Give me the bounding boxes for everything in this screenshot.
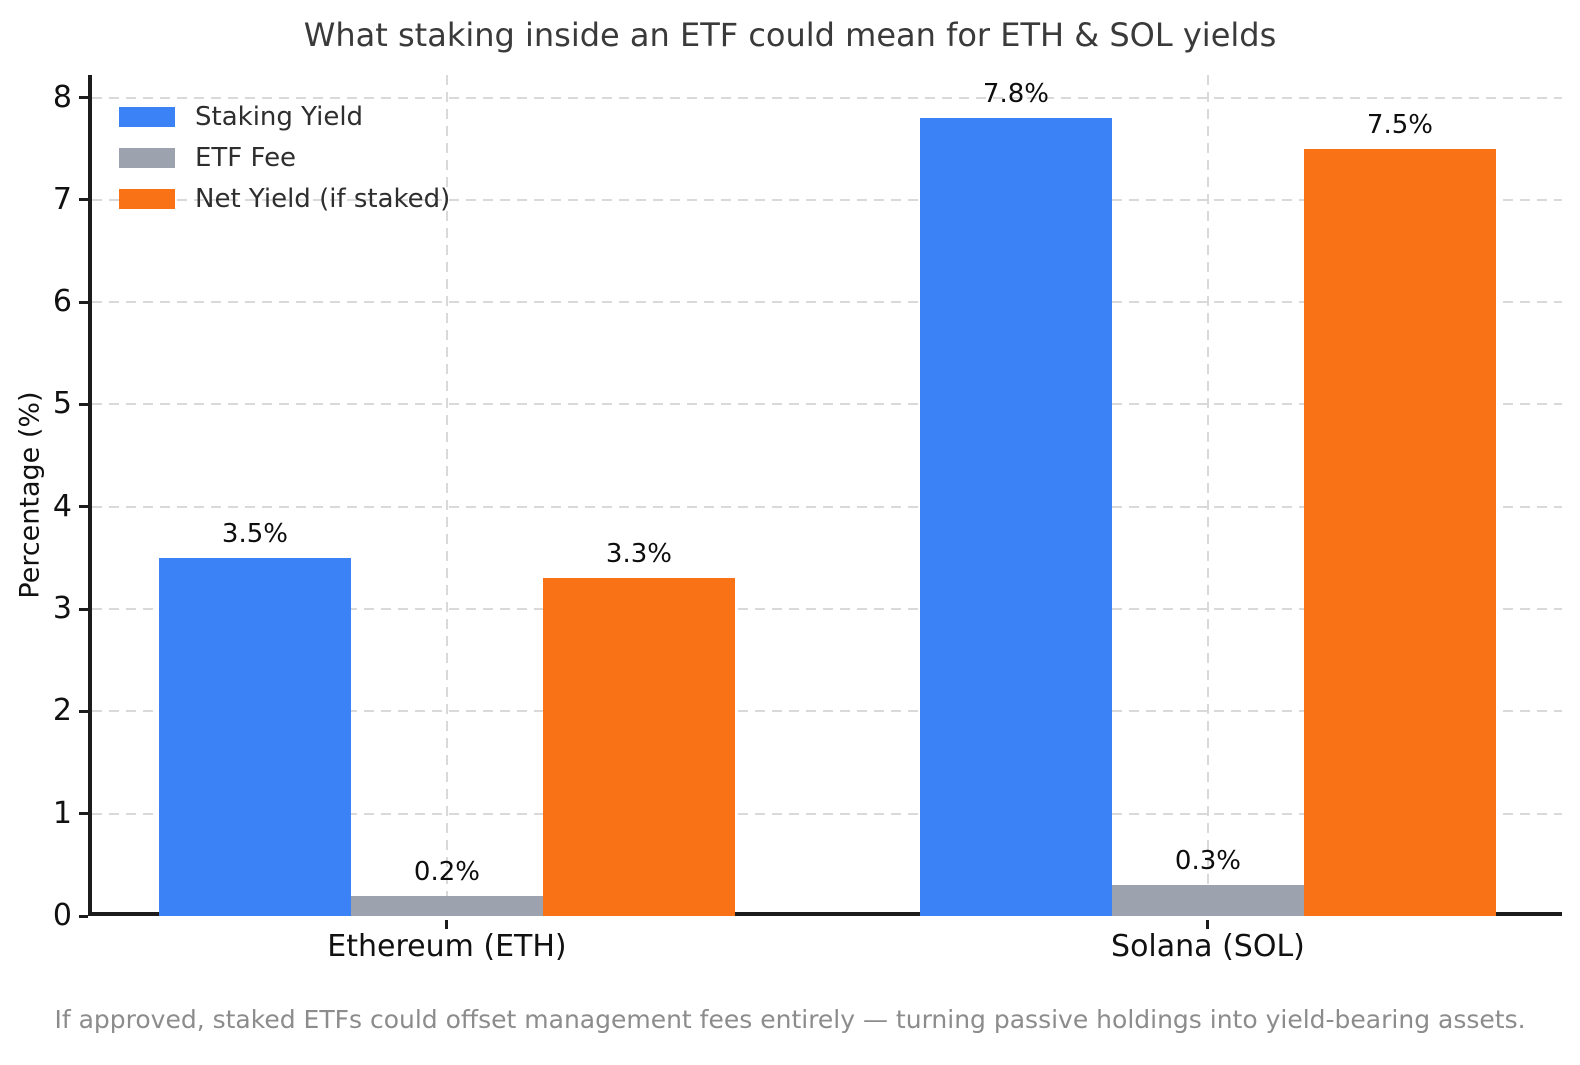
bar	[542, 578, 735, 916]
y-tick-label: 7	[52, 181, 72, 217]
y-gridline	[92, 505, 1562, 508]
legend-label: ETF Fee	[195, 143, 297, 173]
bar	[158, 557, 351, 916]
y-gridline	[92, 812, 1562, 815]
y-tick-label: 2	[52, 693, 72, 729]
x-tick-mark	[445, 920, 449, 929]
x-gridline	[1206, 75, 1209, 912]
bar-value-label: 7.8%	[982, 78, 1049, 109]
bar-value-label: 0.2%	[413, 856, 480, 887]
y-gridline	[92, 403, 1562, 406]
bar-value-label: 7.5%	[1366, 109, 1433, 140]
y-tick-mark	[79, 709, 88, 713]
legend-swatch-icon	[119, 189, 175, 209]
footnote: If approved, staked ETFs could offset ma…	[54, 1005, 1526, 1034]
y-gridline	[92, 96, 1562, 99]
y-tick-mark	[79, 914, 88, 918]
y-tick-label: 1	[52, 795, 72, 831]
legend-label: Staking Yield	[195, 102, 364, 132]
y-tick-mark	[79, 300, 88, 304]
y-tick-mark	[79, 198, 88, 202]
bar-value-label: 0.3%	[1174, 846, 1241, 877]
y-gridline	[92, 710, 1562, 713]
y-tick-label: 0	[52, 898, 72, 933]
y-tick-label: 8	[52, 79, 72, 115]
bar	[350, 895, 543, 916]
legend-item: Net Yield (if staked)	[119, 185, 539, 226]
y-tick-mark	[79, 812, 88, 816]
bar	[1303, 148, 1496, 916]
x-tick-label: Ethereum (ETH)	[327, 929, 567, 964]
bar	[919, 117, 1112, 916]
y-tick-label: 3	[52, 591, 72, 627]
y-tick-mark	[79, 402, 88, 406]
bar-value-label: 3.5%	[221, 518, 288, 549]
y-tick-label: 6	[52, 284, 72, 320]
chart-title: What staking inside an ETF could mean fo…	[303, 16, 1277, 54]
legend-swatch-icon	[119, 107, 175, 127]
y-tick-label: 5	[52, 386, 72, 422]
y-tick-label: 4	[52, 488, 72, 524]
y-gridline	[92, 608, 1562, 611]
x-tick-label: Solana (SOL)	[1111, 929, 1305, 964]
y-gridline	[92, 198, 1562, 201]
bar	[1111, 885, 1304, 916]
y-tick-mark	[79, 607, 88, 611]
legend-item: Staking Yield	[119, 103, 539, 144]
x-tick-mark	[1206, 920, 1210, 929]
legend-item: ETF Fee	[119, 144, 539, 185]
y-tick-mark	[79, 96, 88, 99]
y-gridline	[92, 301, 1562, 304]
plot-area: 0 1 2 3 4 5 6 7 8 Ethereum (ETH) Solana (SOL) 3.5% 0…	[53, 75, 1562, 964]
bar-value-label: 3.3%	[605, 539, 672, 570]
legend-swatch-icon	[119, 148, 175, 168]
legend-label: Net Yield (if staked)	[195, 184, 451, 214]
y-tick-mark	[79, 505, 88, 509]
x-gridline	[445, 75, 448, 912]
